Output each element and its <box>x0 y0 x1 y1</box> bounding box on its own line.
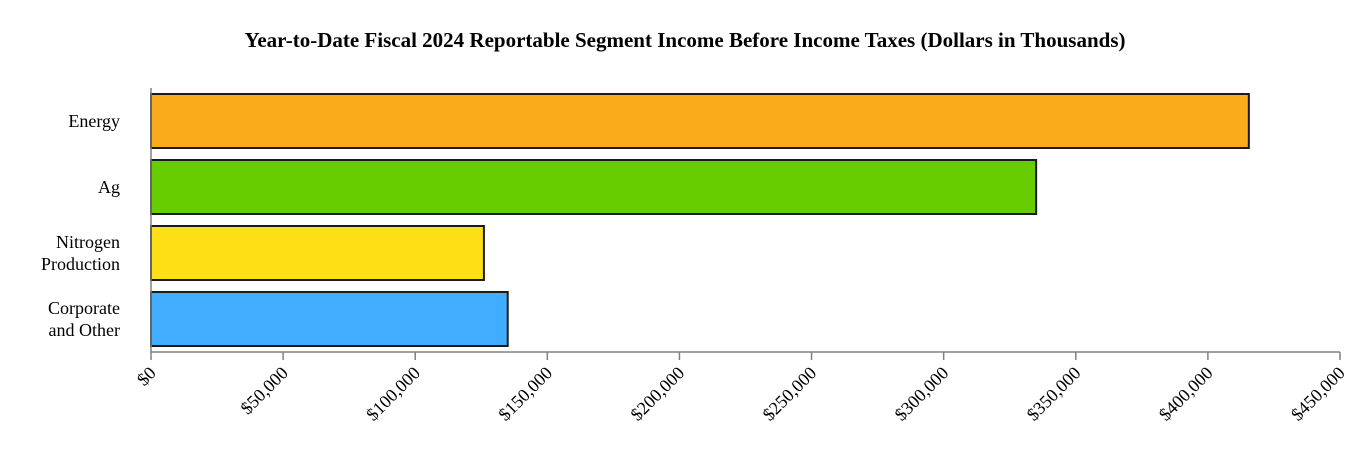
category-label: Corporate and Other <box>48 298 120 340</box>
bar-energy <box>150 93 1250 149</box>
bar-ag <box>150 159 1038 215</box>
axes-layer <box>150 88 1341 360</box>
x-tick-label: $200,000 <box>626 363 688 425</box>
x-tick-label: $50,000 <box>236 363 292 419</box>
bar-corporate-and-other <box>150 291 509 347</box>
x-tick-label: $400,000 <box>1155 363 1217 425</box>
x-tick-label: $100,000 <box>362 363 424 425</box>
category-label: Energy <box>68 111 120 131</box>
chart-title: Year-to-Date Fiscal 2024 Reportable Segm… <box>244 28 1126 52</box>
x-tick-label: $0 <box>133 363 160 390</box>
bar-nitrogen-production <box>150 225 485 281</box>
x-tick-label: $250,000 <box>759 363 821 425</box>
bars-layer <box>150 93 1250 347</box>
x-tick-label: $450,000 <box>1287 363 1349 425</box>
x-tick-label: $150,000 <box>494 363 556 425</box>
category-label: Nitrogen Production <box>41 232 120 274</box>
category-label: Ag <box>98 177 120 197</box>
x-tick-label: $350,000 <box>1023 363 1085 425</box>
x-tick-label: $300,000 <box>891 363 953 425</box>
